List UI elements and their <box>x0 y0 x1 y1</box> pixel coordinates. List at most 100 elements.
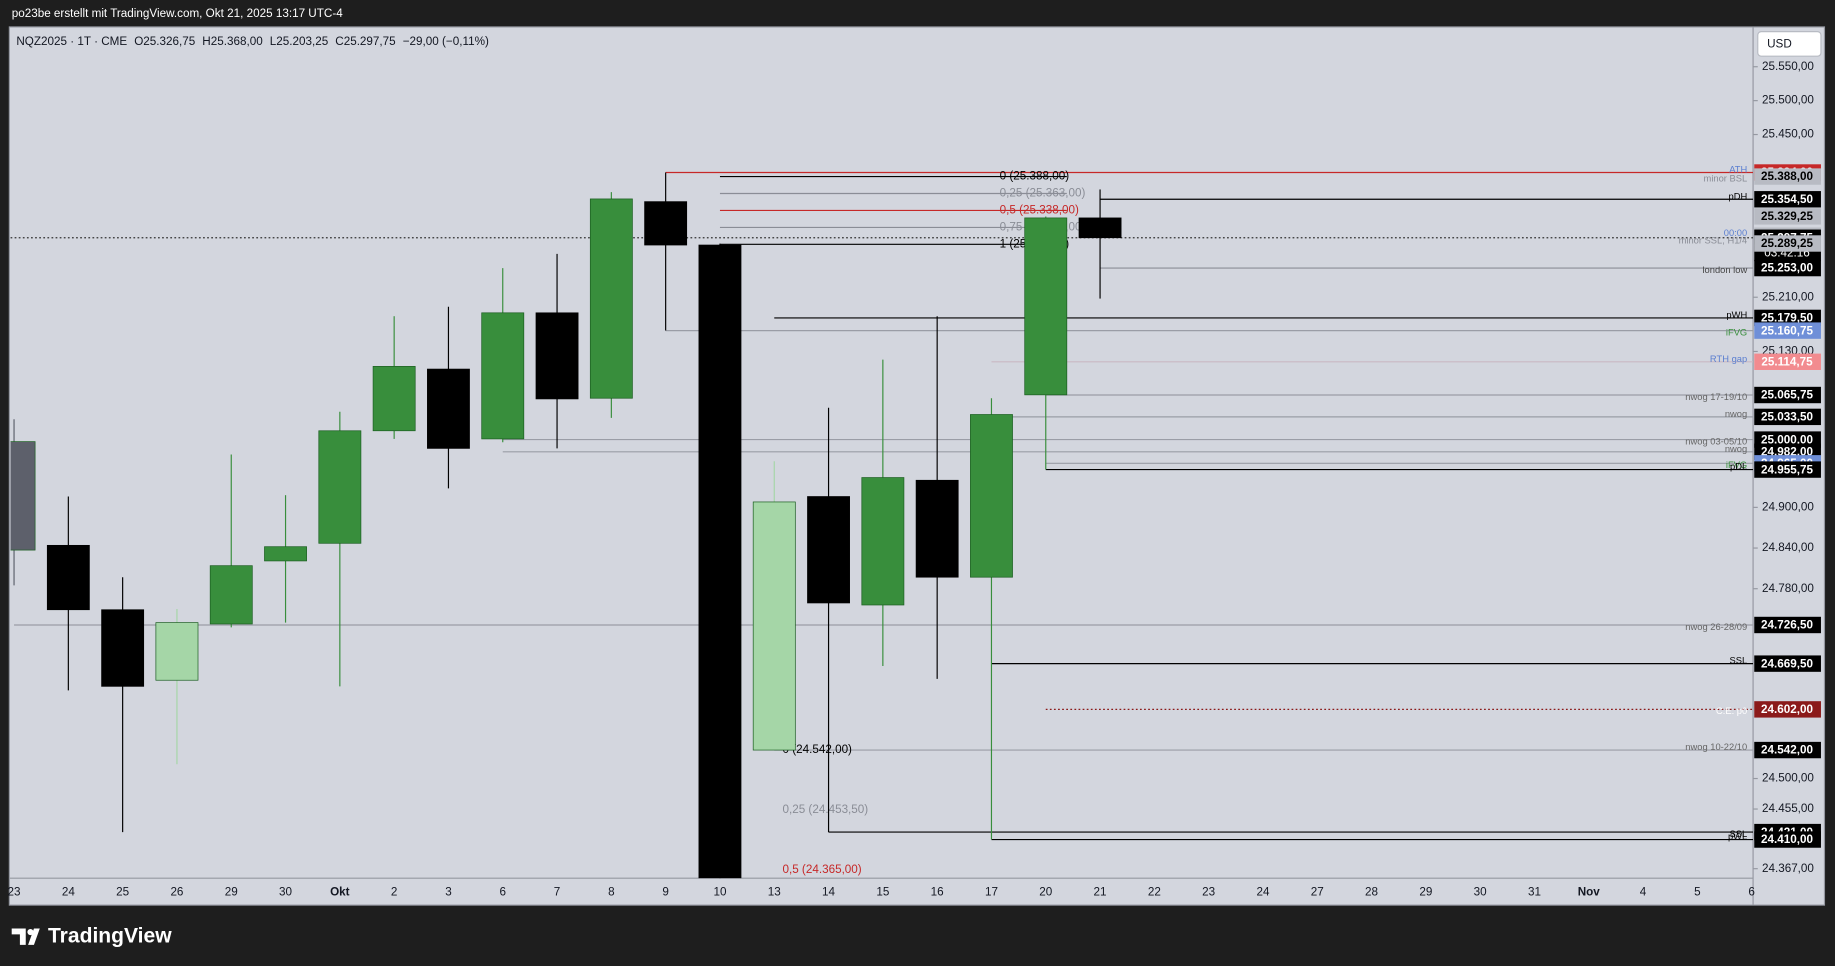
x-tick-label: 22 <box>1148 885 1161 898</box>
brand-logo <box>11 928 40 945</box>
x-tick-label: 10 <box>713 885 726 898</box>
x-tick-label: 20 <box>1039 885 1052 898</box>
price-badge <box>1754 259 1821 277</box>
candle-body <box>752 501 796 751</box>
fib-label: 0,5 (25.338,00) <box>1000 204 1079 217</box>
x-tick-label: 27 <box>1311 885 1324 898</box>
level-tag: SSL <box>1730 656 1748 666</box>
candle-body <box>535 312 579 400</box>
level-tag: pWL <box>1728 832 1747 842</box>
y-tick-label: 24.367,00 <box>1762 862 1814 875</box>
currency[interactable]: USD <box>1767 38 1792 51</box>
legend-item: O25.326,75 <box>134 35 196 48</box>
legend-item: −29,00 (−0,11%) <box>403 35 489 48</box>
candle-body <box>807 496 850 604</box>
y-tick-label: 24.780,00 <box>1762 582 1814 595</box>
plot-area: 0 (25.388,00) 0,25 (25.363,00) 0,5 (25.338… <box>10 170 1754 879</box>
candle-body <box>698 244 742 879</box>
price-badge <box>1754 616 1821 634</box>
price-badge-label: 25.354,50 <box>1761 193 1813 206</box>
price-badge <box>1754 191 1821 208</box>
level-tag: C.E. p0 <box>1716 706 1747 716</box>
price-badge <box>1754 655 1821 672</box>
candle-body <box>861 477 905 606</box>
x-tick-label: 6 <box>1748 885 1755 898</box>
candle-body <box>427 368 470 449</box>
price-badge-label: 24.542,00 <box>1761 744 1813 757</box>
price-badge-label: 25.179,50 <box>1761 312 1813 325</box>
price-badge-label: 24.955,75 <box>1761 463 1813 476</box>
price-badge-label: 25.289,25 <box>1761 237 1813 250</box>
price-badge-label: 25.329,25 <box>1761 210 1813 223</box>
price-badge <box>1754 831 1821 848</box>
x-tick-label: 30 <box>279 885 292 898</box>
y-tick-label: 25.450,00 <box>1762 128 1814 141</box>
x-tick-label: 25 <box>116 885 129 898</box>
level-tag: pWH <box>1726 310 1747 320</box>
fib-label: 0,25 (24.453,50) <box>782 803 868 816</box>
level-tag: nwog 26-28/09 <box>1685 622 1747 632</box>
price-badge-label: 25.253,00 <box>1761 262 1813 275</box>
y-tick-label: 24.840,00 <box>1762 541 1814 554</box>
candle-body <box>46 544 90 611</box>
price-badge <box>1754 353 1821 370</box>
x-tick-label: 4 <box>1640 885 1647 898</box>
x-tick-label: 29 <box>1419 885 1432 898</box>
price-badge-label: 25.033,50 <box>1761 411 1813 424</box>
candle-body <box>10 441 36 551</box>
level-tag: RTH gap <box>1710 354 1747 364</box>
level-tag: london low <box>1702 265 1747 275</box>
price-badge-label: 25.388,00 <box>1761 170 1813 183</box>
level-tag: nwog <box>1725 409 1747 419</box>
x-tick-label: 14 <box>822 885 835 898</box>
level-tag: iFVG <box>1726 460 1747 470</box>
level-tag: ATH <box>1729 165 1747 175</box>
brand: TradingView <box>48 924 172 947</box>
x-tick-label: 16 <box>931 885 944 898</box>
header-title: po23be erstellt mit TradingView.com, Okt… <box>12 7 344 20</box>
level-tag: iFVG <box>1726 327 1747 337</box>
currency-button[interactable] <box>1757 31 1822 57</box>
y-tick-label: 24.500,00 <box>1762 772 1814 785</box>
candle-body <box>1078 217 1122 239</box>
candle-body <box>209 565 253 625</box>
y-tick-label: 25.500,00 <box>1762 94 1814 107</box>
legend-item: NQZ2025 · 1T · CME <box>16 35 127 48</box>
candle-body <box>1024 217 1068 396</box>
x-tick-label: 17 <box>985 885 998 898</box>
price-badge-label: 24.602,00 <box>1761 703 1813 716</box>
candle-body <box>915 479 959 578</box>
level-tag: minor BSL <box>1704 173 1748 183</box>
x-tick-label: 5 <box>1694 885 1701 898</box>
price-badge <box>1754 741 1821 759</box>
price-badge <box>1754 461 1821 478</box>
x-tick-label: 13 <box>768 885 781 898</box>
x-tick-label: 2 <box>391 885 398 898</box>
x-tick-label: Nov <box>1578 885 1601 898</box>
level-tag: nwog 10-22/10 <box>1685 742 1747 752</box>
price-badge <box>1754 408 1821 426</box>
y-tick-label: 25.210,00 <box>1762 290 1814 303</box>
x-tick-label: 28 <box>1365 885 1378 898</box>
level-tag: 00:00 <box>1724 228 1747 238</box>
y-tick-label: 25.550,00 <box>1762 60 1814 73</box>
x-tick-label: 24 <box>62 885 75 898</box>
legend-item: C25.297,75 <box>335 35 396 48</box>
y-tick-label: 24.900,00 <box>1762 500 1814 513</box>
x-tick-label: 6 <box>499 885 506 898</box>
price-badge-label: 24.410,00 <box>1761 833 1813 846</box>
price-badge-label: 24.669,50 <box>1761 657 1813 670</box>
price-badge-label: 25.114,75 <box>1761 355 1813 368</box>
legend-item: H25.368,00 <box>202 35 263 48</box>
price-badge-label: 25.065,75 <box>1761 389 1813 402</box>
x-tick-label: 21 <box>1094 885 1107 898</box>
fib-label: 0 (24.542,00) <box>782 743 852 756</box>
level-tag: pDL <box>1730 462 1747 472</box>
level-tag: minor SSL, H1/4 <box>1679 236 1748 246</box>
x-tick-label: 9 <box>662 885 669 898</box>
price-badge <box>1754 235 1821 252</box>
x-tick-label: 26 <box>170 885 183 898</box>
level-tag: nwog 17-19/10 <box>1685 392 1747 402</box>
x-tick-label: Okt <box>330 885 350 898</box>
